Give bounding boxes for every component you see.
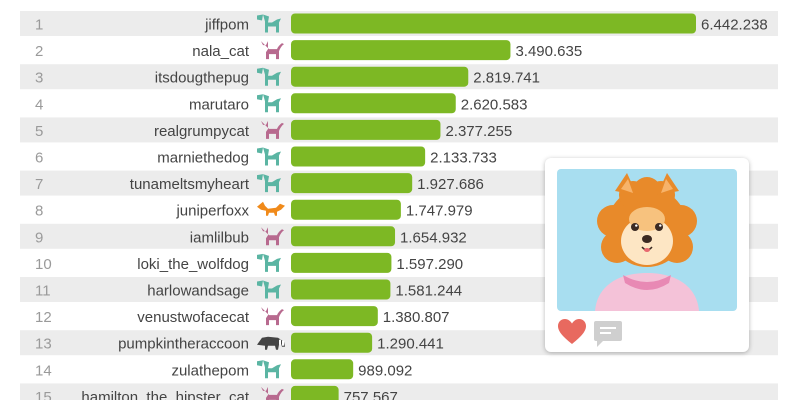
category-label: venustwofacecat: [137, 309, 250, 326]
comment-icon[interactable]: [593, 320, 623, 348]
value-label: 1.747.979: [406, 203, 473, 220]
cat-icon: [261, 307, 284, 326]
fox-icon: [257, 201, 285, 216]
rank-label: 3: [35, 70, 43, 87]
pet-profile-card: [545, 158, 749, 352]
value-label: 2.133.733: [430, 150, 497, 167]
bar: [291, 40, 511, 61]
rank-label: 9: [35, 229, 43, 246]
bar: [291, 226, 396, 247]
category-label: tunameltsmyheart: [130, 176, 250, 193]
dog-icon: [257, 14, 281, 33]
rank-label: 4: [35, 96, 43, 113]
bar: [291, 93, 456, 114]
rank-label: 12: [35, 309, 52, 326]
chart-row: 4 marutaro 2.620.583: [35, 93, 528, 114]
bar: [291, 119, 441, 140]
cat-icon: [261, 386, 284, 400]
rank-label: 2: [35, 43, 43, 60]
rank-label: 14: [35, 362, 52, 379]
bar: [291, 279, 391, 300]
dog-icon: [257, 174, 281, 193]
chart-row: 12 venustwofacecat 1.380.807: [35, 306, 450, 327]
dog-icon: [257, 67, 281, 86]
value-label: 989.092: [358, 362, 412, 379]
category-label: hamilton_the_hipster_cat: [81, 389, 249, 400]
raccoon-icon: [257, 336, 285, 350]
rank-label: 1: [35, 17, 43, 34]
chart-row: 6 marniethedog 2.133.733: [35, 146, 497, 167]
rank-label: 13: [35, 336, 52, 353]
chart-row: 2 nala_cat 3.490.635: [35, 40, 582, 61]
category-label: pumpkintheraccoon: [118, 336, 249, 353]
chart-row: 14 zulathepom 989.092: [35, 359, 412, 380]
rank-label: 8: [35, 203, 43, 220]
heart-icon[interactable]: [557, 318, 587, 346]
bar: [291, 66, 469, 87]
cat-icon: [261, 227, 284, 246]
value-label: 2.377.255: [445, 123, 512, 140]
category-label: marniethedog: [157, 150, 249, 167]
row-band: [20, 383, 778, 400]
rank-label: 15: [35, 389, 52, 400]
bar: [291, 332, 373, 353]
bar: [291, 385, 339, 400]
dog-icon: [257, 94, 281, 113]
cat-icon: [261, 41, 284, 60]
bar: [291, 173, 413, 194]
bar: [291, 146, 426, 167]
value-label: 1.581.244: [395, 283, 462, 300]
dog-icon: [257, 360, 281, 379]
value-label: 6.442.238: [701, 17, 768, 34]
category-label: harlowandsage: [147, 283, 249, 300]
category-label: jiffpom: [204, 17, 249, 34]
category-label: realgrumpycat: [154, 123, 250, 140]
category-label: nala_cat: [192, 43, 250, 60]
category-label: marutaro: [189, 96, 249, 113]
bar: [291, 359, 354, 380]
dog-icon: [257, 253, 281, 272]
pomeranian-illustration: [557, 169, 737, 311]
category-label: loki_the_wolfdog: [137, 256, 249, 273]
bar: [291, 252, 392, 273]
cat-icon: [261, 120, 284, 139]
chart-row: 15 hamilton_the_hipster_cat 757.567: [20, 383, 778, 400]
value-label: 1.380.807: [383, 309, 450, 326]
category-label: iamlilbub: [190, 229, 249, 246]
chart-row: 10 loki_the_wolfdog 1.597.290: [35, 252, 463, 273]
value-label: 1.290.441: [377, 336, 444, 353]
value-label: 1.927.686: [417, 176, 484, 193]
category-label: itsdougthepug: [155, 70, 249, 87]
rank-label: 11: [35, 283, 51, 300]
chart-row: 8 juniperfoxx 1.747.979: [35, 199, 473, 220]
rank-label: 10: [35, 256, 52, 273]
value-label: 1.597.290: [396, 256, 463, 273]
rank-label: 7: [35, 176, 43, 193]
bar: [291, 306, 378, 327]
value-label: 2.620.583: [461, 96, 528, 113]
chart-row: 5 realgrumpycat 2.377.255: [20, 117, 778, 143]
chart-row: 1 jiffpom 6.442.238: [20, 11, 778, 36]
bar: [291, 199, 401, 220]
rank-label: 5: [35, 123, 43, 140]
value-label: 3.490.635: [515, 43, 582, 60]
category-label: zulathepom: [171, 362, 249, 379]
value-label: 2.819.741: [473, 70, 540, 87]
value-label: 1.654.932: [400, 229, 467, 246]
bar: [291, 13, 696, 34]
dog-icon: [257, 280, 281, 299]
chart-row: 3 itsdougthepug 2.819.741: [20, 64, 778, 90]
rank-label: 6: [35, 150, 43, 167]
dog-icon: [257, 147, 281, 166]
value-label: 757.567: [344, 389, 398, 400]
category-label: juniperfoxx: [175, 203, 249, 220]
